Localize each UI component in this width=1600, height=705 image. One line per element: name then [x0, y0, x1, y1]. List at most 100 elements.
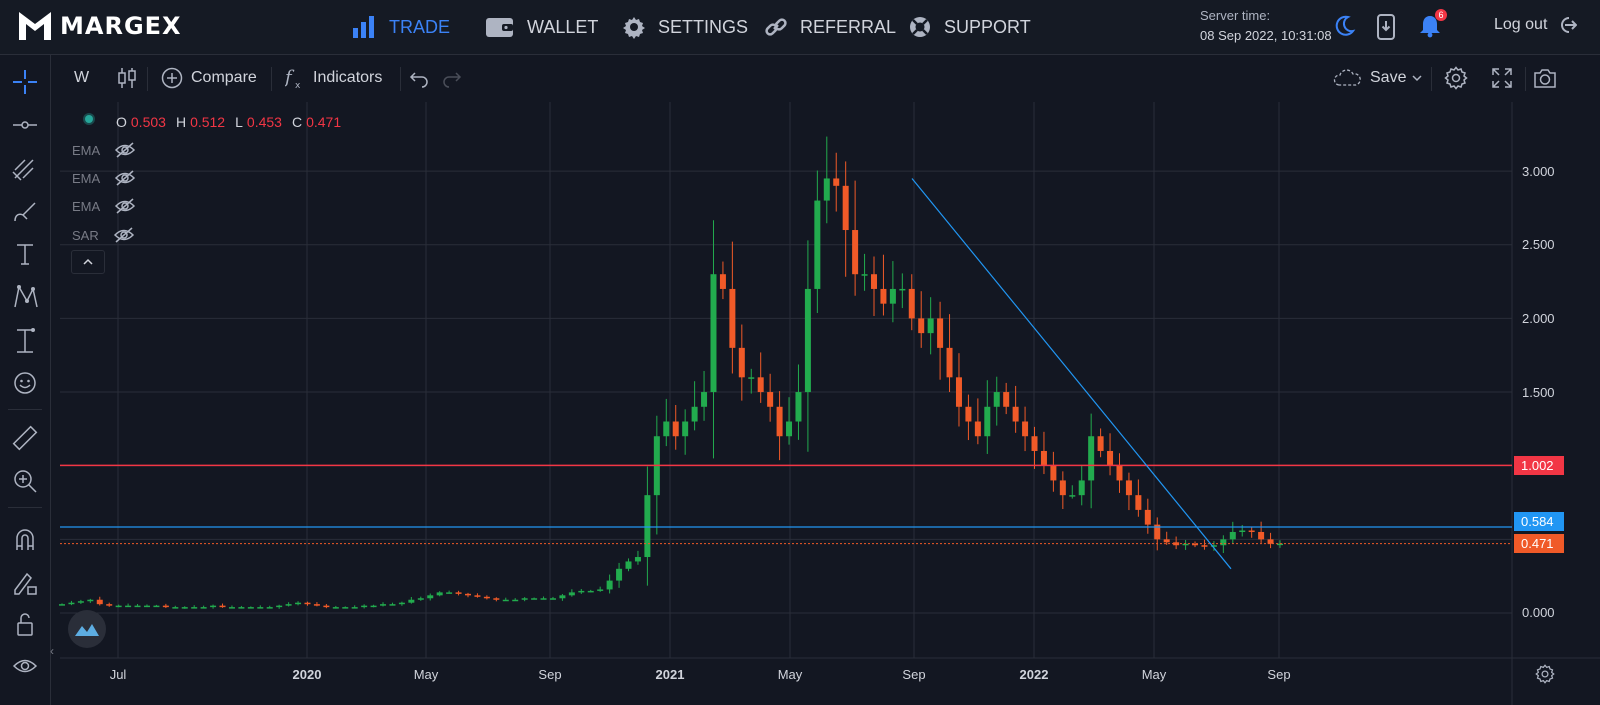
- candle-body: [1078, 480, 1085, 496]
- text-tool[interactable]: [10, 239, 40, 269]
- candle-body: [965, 406, 972, 422]
- margex-logo-icon: [19, 12, 51, 40]
- candle-body: [974, 421, 981, 437]
- nav-settings[interactable]: SETTINGS: [622, 14, 748, 40]
- chart-type-button[interactable]: [117, 67, 137, 89]
- candle-body: [795, 392, 802, 422]
- candle-body: [663, 421, 670, 437]
- text-icon: [17, 244, 33, 265]
- candle-body: [1182, 543, 1189, 546]
- candle-body: [1059, 480, 1066, 496]
- candle-body: [748, 377, 755, 379]
- drawing-toolbar: [0, 55, 51, 705]
- candle-body: [465, 593, 471, 596]
- save-menu-button[interactable]: [1411, 67, 1423, 89]
- magnet-tool[interactable]: [10, 525, 40, 555]
- candle-body: [644, 495, 651, 558]
- candle-body: [295, 602, 302, 605]
- nav-wallet[interactable]: WALLET: [485, 14, 598, 40]
- trendline-tool[interactable]: [10, 110, 40, 140]
- candle-body: [257, 607, 264, 609]
- nav-referral-label: REFERRAL: [800, 16, 897, 37]
- save-button[interactable]: Save: [1332, 67, 1406, 89]
- candle-body: [191, 607, 198, 609]
- symbol-legend[interactable]: [82, 112, 96, 129]
- tradingview-logo[interactable]: [68, 610, 106, 648]
- candle-body: [946, 347, 953, 378]
- eye-hidden-icon: [113, 227, 134, 243]
- study-ema-3[interactable]: EMA: [72, 197, 136, 215]
- candle-body: [691, 406, 698, 422]
- study-sar[interactable]: SAR: [72, 226, 135, 244]
- lock-tool[interactable]: [10, 609, 40, 639]
- study-ema-2[interactable]: EMA: [72, 169, 136, 187]
- nav-support[interactable]: SUPPORT: [908, 14, 1031, 40]
- candle-body: [1220, 539, 1227, 546]
- candle-body: [153, 605, 160, 608]
- fib-tool[interactable]: [10, 153, 40, 183]
- candle-body: [106, 604, 113, 606]
- open-label: O: [116, 114, 127, 130]
- candle-body: [483, 596, 490, 599]
- crosshair-tool[interactable]: [10, 67, 40, 97]
- candle-body: [68, 602, 75, 605]
- redo-button[interactable]: [442, 67, 462, 89]
- brush-tool[interactable]: [10, 196, 40, 226]
- pattern-tool[interactable]: [10, 282, 40, 312]
- logout-button[interactable]: Log out: [1494, 15, 1578, 35]
- candle-body: [1012, 406, 1019, 422]
- mobile-download-icon: [1377, 14, 1395, 40]
- nav-trade-label: TRADE: [389, 16, 451, 37]
- chevron-up-icon: [83, 258, 93, 265]
- undo-button[interactable]: [409, 67, 429, 89]
- collapse-toolbar-button[interactable]: ‹: [47, 638, 57, 664]
- candle-body: [1248, 530, 1255, 533]
- theme-toggle[interactable]: [1332, 14, 1356, 43]
- nav-referral[interactable]: REFERRAL: [764, 14, 896, 40]
- top-navigation: MARGEX TRADE WALLET SETTINGS REFERRAL: [0, 0, 1600, 55]
- candle-body: [710, 274, 717, 393]
- candle-body: [238, 607, 245, 609]
- compare-button[interactable]: Compare: [161, 67, 257, 89]
- mobile-app-button[interactable]: [1376, 14, 1396, 45]
- save-label: Save: [1370, 69, 1407, 86]
- chart-settings-button[interactable]: [1444, 66, 1468, 90]
- candle-body: [871, 274, 877, 289]
- candle-body: [313, 604, 320, 606]
- collapse-legend-button[interactable]: [71, 250, 105, 274]
- chart-pane: [60, 102, 1512, 658]
- axis-settings-button[interactable]: [1535, 664, 1555, 689]
- candle-body: [767, 392, 774, 407]
- ruler-icon: [12, 425, 38, 451]
- visibility-tool[interactable]: [10, 651, 40, 681]
- lock-drawing-tool[interactable]: [10, 567, 40, 597]
- svg-text:x: x: [295, 81, 301, 90]
- notifications-button[interactable]: 6: [1419, 9, 1447, 43]
- candle-body: [955, 377, 962, 407]
- ruler-tool[interactable]: [10, 423, 40, 453]
- screenshot-button[interactable]: [1533, 67, 1557, 89]
- x-tick-label: May: [777, 667, 803, 682]
- study-ema-1[interactable]: EMA: [72, 141, 136, 159]
- candle-body: [738, 347, 745, 378]
- candle-body: [143, 605, 150, 608]
- fullscreen-button[interactable]: [1491, 67, 1513, 89]
- nav-trade[interactable]: TRADE: [351, 14, 450, 40]
- open-value: 0.503: [130, 114, 166, 130]
- candle-body: [266, 607, 273, 609]
- study-label: SAR: [72, 227, 99, 243]
- pattern-icon: [14, 284, 38, 308]
- pencil-lock-icon: [14, 572, 37, 595]
- candle-body: [1277, 543, 1283, 546]
- interval-selector[interactable]: W: [74, 67, 89, 89]
- undo-icon: [409, 72, 428, 88]
- zoom-tool[interactable]: [10, 466, 40, 496]
- toolbar-divider: [1525, 67, 1526, 91]
- candle-body: [531, 598, 538, 600]
- margex-logo[interactable]: MARGEX: [18, 10, 182, 42]
- prediction-tool[interactable]: [10, 325, 40, 355]
- eye-hidden-icon: [115, 142, 136, 158]
- emoji-tool[interactable]: [10, 368, 40, 398]
